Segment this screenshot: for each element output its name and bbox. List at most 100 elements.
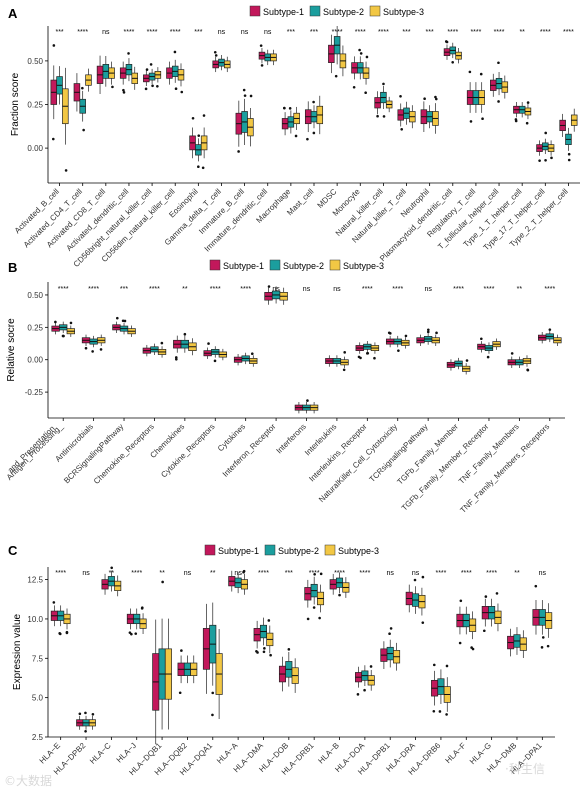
box-subtype-3 <box>501 75 509 99</box>
significance-label: **** <box>453 286 464 293</box>
outlier-point <box>400 128 404 131</box>
outlier-point <box>458 641 462 645</box>
y-tick-label: 0.25 <box>27 101 43 110</box>
y-axis-label: Relative socre <box>6 318 17 382</box>
significance-label: *** <box>310 29 318 36</box>
outlier-point <box>471 647 475 651</box>
significance-label: *** <box>287 29 295 36</box>
legend-label: Subtype-3 <box>338 546 379 556</box>
box-subtype-2 <box>495 61 503 103</box>
box-subtype-3 <box>157 341 167 358</box>
box-subtype-3 <box>63 608 71 635</box>
outlier-point <box>211 691 215 695</box>
significance-label: **** <box>563 29 574 36</box>
box-subtype-1 <box>397 95 404 131</box>
outlier-point <box>469 120 473 123</box>
box-subtype-2 <box>513 627 521 655</box>
box-subtype-1 <box>119 61 127 94</box>
significance-label: **** <box>124 29 135 36</box>
box-subtype-3 <box>224 56 231 73</box>
box-subtype-1 <box>173 335 182 361</box>
significance-label: ns <box>303 286 311 293</box>
outlier-point <box>399 95 402 98</box>
outlier-point <box>432 709 436 713</box>
box-subtype-3 <box>401 334 410 349</box>
legend-label: Subtype-3 <box>343 261 384 271</box>
outlier-point <box>438 710 442 713</box>
outlier-point <box>64 169 68 172</box>
box-subtype-2 <box>125 52 133 82</box>
outlier-point <box>434 95 437 99</box>
significance-label: **** <box>210 286 221 293</box>
outlier-point <box>481 117 484 121</box>
box-subtype-3 <box>455 47 462 64</box>
box-subtype-1 <box>212 50 219 73</box>
significance-label: *** <box>402 29 410 36</box>
box-subtype-1 <box>235 100 243 153</box>
outlier-point <box>149 63 153 66</box>
outlier-point <box>82 128 85 132</box>
outlier-point <box>480 337 483 341</box>
significance-label: ns <box>218 29 226 36</box>
significance-label: *** <box>194 29 202 36</box>
outlier-point <box>255 649 258 653</box>
outlier-point <box>366 351 370 355</box>
box-subtype-2 <box>565 127 572 162</box>
significance-label: ns <box>539 570 547 577</box>
box-subtype-2 <box>545 328 554 343</box>
box-subtype-3 <box>570 108 578 132</box>
box-subtype-1 <box>328 34 335 74</box>
box-subtype-1 <box>446 359 456 371</box>
significance-label: **** <box>55 570 66 577</box>
x-tick-label: Interleukins_Receptor <box>307 422 369 484</box>
box-subtype-3 <box>519 630 527 658</box>
box-subtype-3 <box>553 334 562 346</box>
outlier-point <box>65 631 69 635</box>
y-tick-label: 10.0 <box>27 615 43 624</box>
significance-label: ns <box>82 570 90 577</box>
panel-label: C <box>8 543 18 558</box>
legend-swatch <box>264 544 276 556</box>
y-tick-label: 2.5 <box>32 733 44 742</box>
panel-c: C Subtype-1 Subtype-2 Subtype-3 2.5 5.0 7.5 10.… <box>8 543 555 777</box>
outlier-point <box>54 320 57 324</box>
box-subtype-3 <box>362 55 370 95</box>
significance-label: ns <box>412 570 420 577</box>
box-subtype-1 <box>281 106 289 136</box>
outlier-point <box>160 341 164 345</box>
significance-label: **** <box>484 286 495 293</box>
significance-label: ns <box>184 570 192 577</box>
box-subtype-2 <box>518 102 526 118</box>
box-subtype-2 <box>148 63 156 88</box>
outlier-point <box>144 87 148 91</box>
panel-b: B Subtype-1 Subtype-2 Subtype-3 -0.25 0.00 0.2… <box>5 259 565 515</box>
outlier-point <box>242 569 246 573</box>
box-subtype-1 <box>177 649 185 695</box>
outlier-point <box>312 606 316 609</box>
box-subtype-2 <box>380 82 387 118</box>
x-tick-label: Interferon_Receptor <box>221 422 278 479</box>
outlier-point <box>435 331 438 335</box>
box-subtype-2 <box>336 572 344 597</box>
box-subtype-3 <box>131 66 138 90</box>
outlier-point <box>387 331 391 335</box>
box-subtype-3 <box>240 569 248 595</box>
box-subtype-1 <box>380 641 388 669</box>
legend-label: Subtype-2 <box>283 261 324 271</box>
significance-label: *** <box>426 29 434 36</box>
box-subtype-1 <box>559 113 566 137</box>
significance-label: ns <box>241 29 249 36</box>
outlier-point <box>465 359 469 362</box>
outlier-point <box>201 166 205 170</box>
box-subtype-1 <box>351 56 358 89</box>
box-subtype-2 <box>234 572 242 594</box>
box-subtype-1 <box>96 55 104 95</box>
x-tick-label: HLA−A <box>215 741 240 766</box>
box-subtype-2 <box>158 580 166 730</box>
outlier-point <box>445 664 449 668</box>
box-subtype-1 <box>126 608 134 636</box>
outlier-point <box>306 399 309 402</box>
box-subtype-1 <box>166 61 173 85</box>
outlier-point <box>306 617 310 621</box>
outlier-point <box>269 653 272 657</box>
